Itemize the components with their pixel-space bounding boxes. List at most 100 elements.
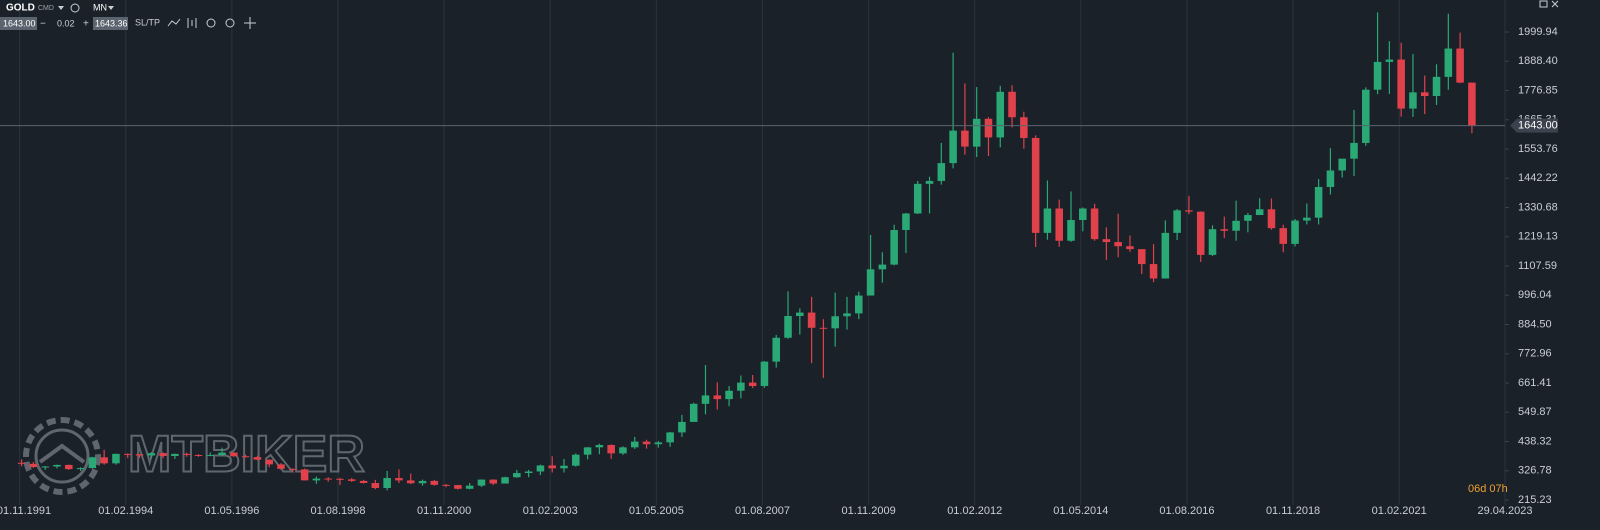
y-tick-label: 1776.85 — [1518, 84, 1558, 96]
line-tool[interactable] — [167, 18, 181, 27]
candle-body — [501, 477, 509, 484]
candle-body — [418, 480, 427, 484]
window-close[interactable] — [1551, 0, 1559, 8]
candle-body — [1196, 211, 1205, 255]
candle-body — [583, 447, 592, 455]
ask[interactable]: 1643.36 — [95, 18, 128, 28]
candle-body — [1055, 208, 1063, 241]
candle-body — [1267, 209, 1276, 229]
x-tick-label: 01.05.1996 — [204, 505, 259, 517]
candle-tool[interactable] — [187, 18, 197, 28]
y-tick-label: 661.41 — [1518, 377, 1552, 389]
ask-box[interactable] — [93, 17, 128, 30]
watermark-ring — [34, 428, 90, 484]
candle-body — [76, 468, 85, 470]
candle-body — [536, 465, 545, 472]
window-maximize[interactable] — [1539, 0, 1548, 8]
candle-body — [1279, 228, 1288, 244]
zoom-out[interactable] — [206, 18, 216, 28]
symbol-dropdown[interactable] — [58, 6, 64, 10]
candle-body — [53, 464, 61, 467]
candle-body — [100, 457, 108, 464]
sltp[interactable]: SL/TP — [135, 17, 160, 27]
current-price-box — [1510, 118, 1558, 133]
candle-body — [1338, 158, 1346, 171]
candle-body — [796, 312, 804, 316]
candle-body — [760, 361, 769, 386]
candle-body — [784, 315, 792, 338]
candle-body — [1420, 92, 1429, 97]
candle-body — [1397, 59, 1405, 109]
candle-body — [1137, 249, 1146, 265]
candle-body — [442, 484, 450, 486]
y-tick-label: 549.87 — [1518, 406, 1552, 418]
candle-body — [1067, 220, 1075, 241]
bid[interactable]: 1643.00 — [3, 18, 36, 28]
candle-body — [1185, 210, 1193, 212]
candle-body — [218, 452, 226, 455]
candle-body — [65, 464, 73, 470]
candle-body — [159, 453, 167, 457]
candle-body — [748, 382, 757, 386]
candle-body — [972, 118, 981, 147]
y-tick-label: 1330.68 — [1518, 201, 1558, 213]
y-tick-label: 326.78 — [1518, 465, 1552, 477]
zoom-in[interactable] — [225, 18, 235, 28]
info-icon[interactable] — [70, 3, 80, 13]
candle-body — [1314, 186, 1323, 218]
lot-plus[interactable]: + — [83, 19, 89, 30]
y-tick-label: 1107.59 — [1518, 260, 1557, 272]
candle-body — [1373, 61, 1382, 90]
bar-countdown: 06d 07h — [1468, 483, 1508, 495]
x-tick-label: 01.11.2000 — [417, 505, 471, 517]
candle-body — [194, 454, 203, 456]
x-tick-label: 01.02.2012 — [947, 505, 1002, 517]
candle-body — [312, 478, 321, 481]
candle-body — [913, 183, 922, 214]
y-tick-label: 1999.94 — [1518, 26, 1558, 38]
candle-body — [1114, 242, 1122, 247]
x-tick-label: 01.02.2021 — [1372, 505, 1427, 517]
candle-body — [1326, 170, 1335, 187]
lot[interactable]: 0.02 — [57, 18, 75, 28]
candle-body — [454, 485, 462, 489]
y-tick-label: 215.23 — [1518, 494, 1552, 506]
candle-body — [1173, 210, 1181, 233]
lot-minus[interactable]: − — [40, 19, 46, 30]
candle-body — [807, 312, 816, 328]
candles — [17, 12, 1476, 491]
candle-body — [29, 463, 38, 468]
candle-body — [890, 229, 898, 265]
candle-body — [17, 462, 26, 464]
candle-body — [347, 479, 356, 481]
candle-body — [1362, 89, 1370, 143]
candle-body — [206, 454, 215, 456]
candle-body — [371, 483, 380, 488]
bid-box[interactable] — [0, 17, 37, 30]
candle-body — [572, 454, 580, 466]
x-tick-label: 01.02.1994 — [98, 505, 153, 517]
candle-body — [1031, 137, 1040, 233]
candle-body — [819, 327, 828, 329]
crosshair-tool[interactable] — [244, 17, 256, 29]
candle-body — [737, 382, 745, 391]
candle-body — [831, 316, 839, 329]
candle-body — [230, 452, 238, 457]
x-tick-label: 01.08.2007 — [735, 505, 790, 517]
x-tick-label: 01.08.1998 — [310, 505, 365, 517]
candle-body — [654, 442, 663, 445]
symbol[interactable]: GOLD — [6, 3, 35, 14]
candle-body — [949, 130, 957, 164]
axes: 01.11.1991 01.02.1994 01.05.1996 01.08.1998… — [0, 26, 1558, 517]
candle-body — [1350, 142, 1358, 159]
candle-body — [1303, 217, 1311, 221]
candle-body — [725, 390, 733, 400]
candle-body — [996, 91, 1005, 138]
timeframe[interactable]: MN — [93, 2, 107, 12]
y-tick-label: 1219.13 — [1518, 231, 1558, 243]
candle-body — [701, 395, 710, 404]
symbol-kind: CMD — [38, 5, 54, 12]
candle-body — [123, 453, 132, 455]
timeframe-dropdown[interactable] — [108, 6, 114, 10]
candle-body — [41, 466, 49, 468]
